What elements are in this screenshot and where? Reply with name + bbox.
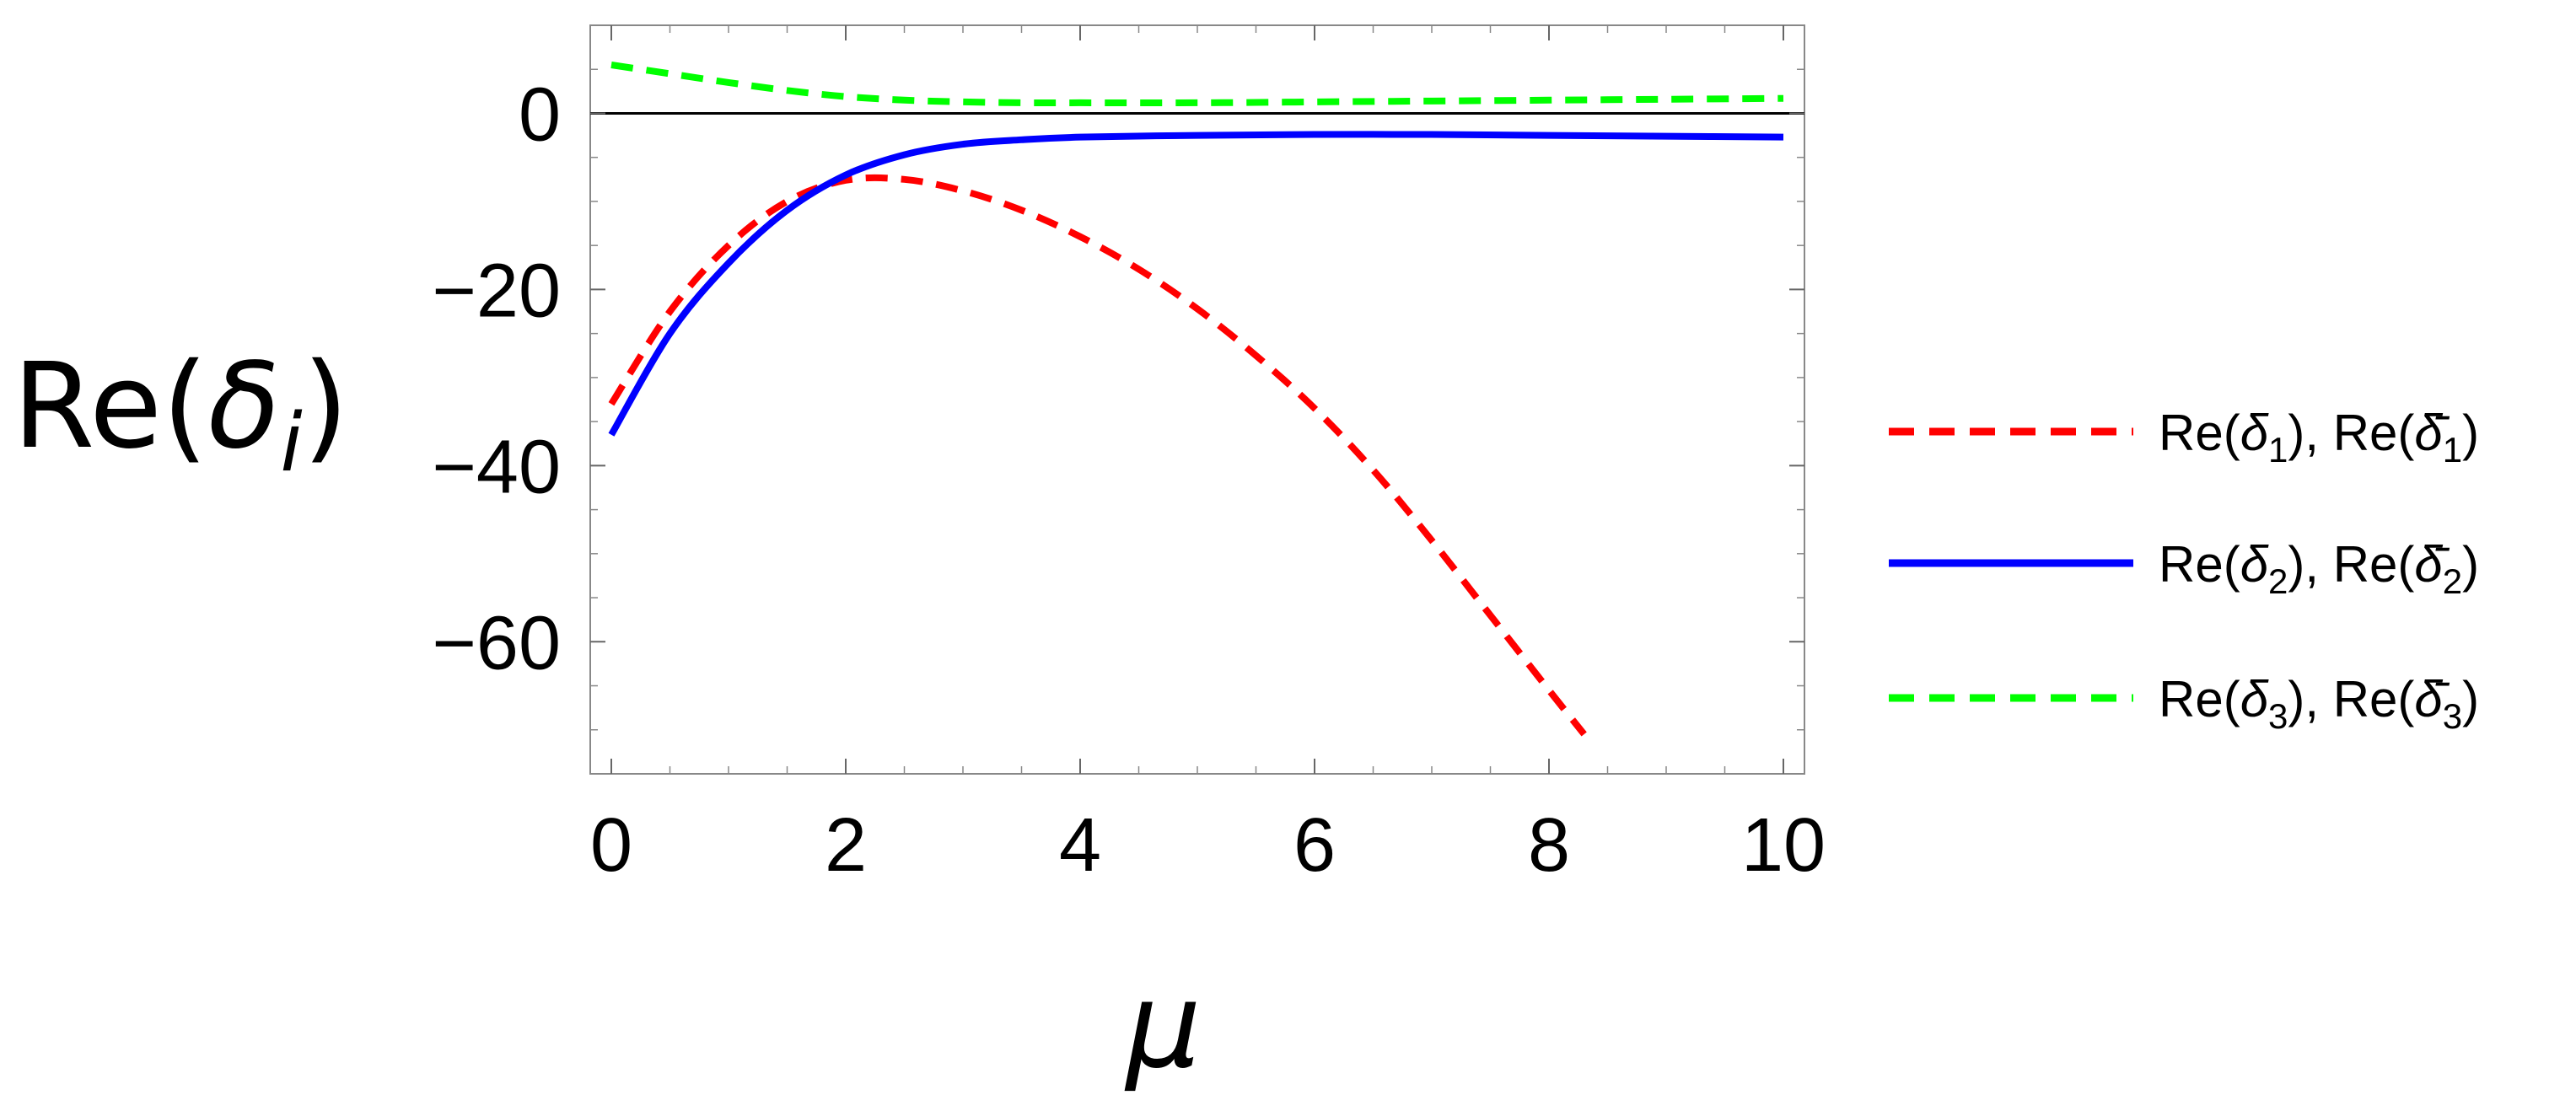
x-tick-label: 8 <box>1528 803 1570 888</box>
y-tick-label: −60 <box>432 601 561 685</box>
series-line-2 <box>608 131 1784 437</box>
legend-label-2: Re(δ2), Re(δ̄2) <box>2159 536 2479 601</box>
x-tick-label: 6 <box>1293 803 1336 888</box>
y-tick-label: −20 <box>432 249 561 333</box>
series-layer <box>608 62 1784 737</box>
series-line-3 <box>610 62 1784 107</box>
axis-ticks <box>590 25 1804 774</box>
legend-label-1: Re(δ1), Re(δ̄1) <box>2159 405 2479 470</box>
legend-label-3: Re(δ3), Re(δ̄3) <box>2159 671 2479 736</box>
y-tick-label: −40 <box>432 425 561 509</box>
y-tick-label: 0 <box>519 72 561 157</box>
x-tick-label: 10 <box>1741 803 1826 888</box>
x-tick-label: 0 <box>590 803 632 888</box>
series-line-1 <box>608 174 1587 737</box>
x-tick-label: 2 <box>825 803 867 888</box>
axis-tick-labels: 0 2 4 6 8 10 0 −20 −40 −60 <box>432 72 1826 888</box>
legend: Re(δ1), Re(δ̄1) Re(δ2), Re(δ̄2) Re(δ3), Re… <box>1889 405 2479 736</box>
x-axis-label: μ <box>1124 958 1201 1095</box>
x-tick-label: 4 <box>1059 803 1101 888</box>
y-axis-label: Re(δi) <box>13 338 348 490</box>
